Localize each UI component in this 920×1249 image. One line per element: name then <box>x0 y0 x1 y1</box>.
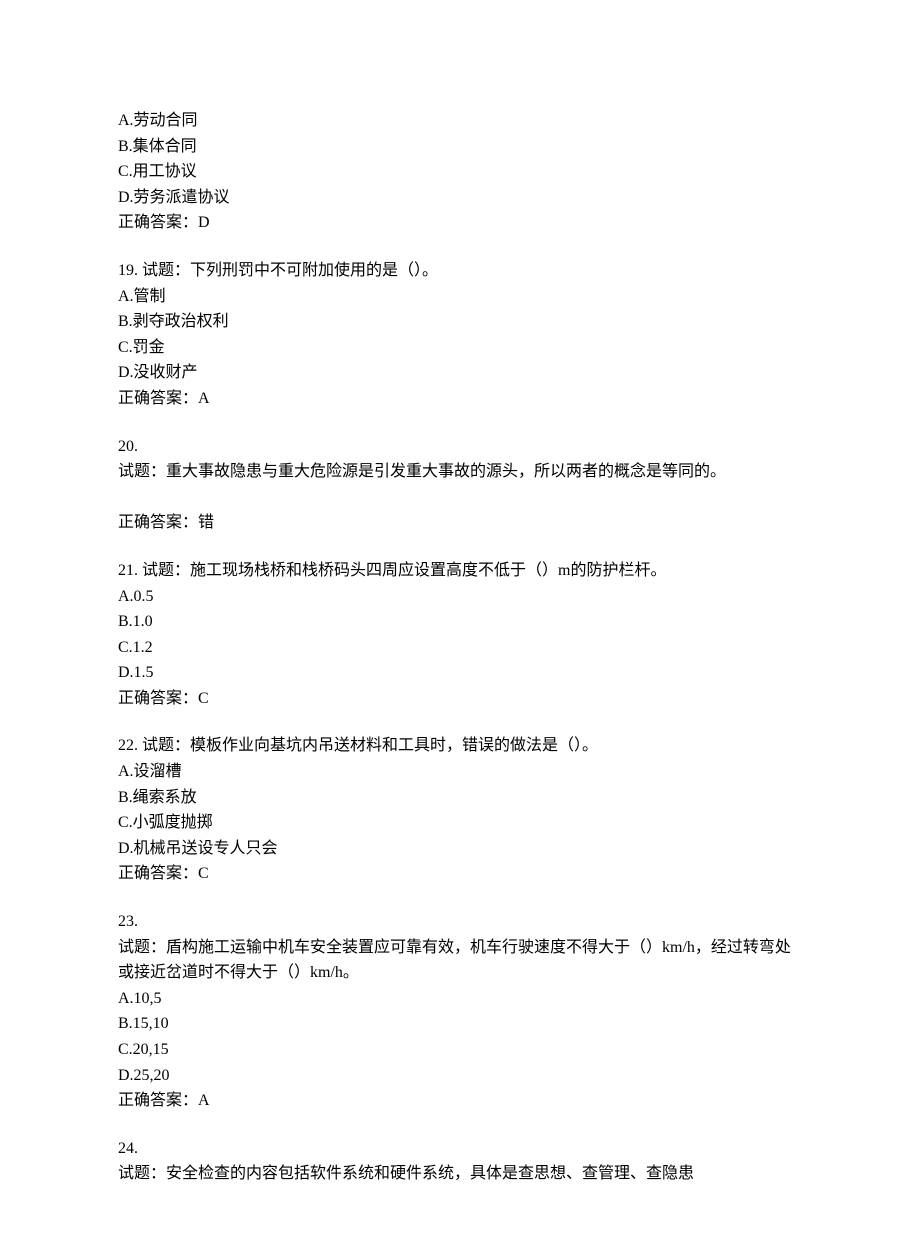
question-number: 24. <box>118 1136 802 1162</box>
option-text: A.10,5 <box>118 986 802 1012</box>
question-22: 22. 试题：模板作业向基坑内吊送材料和工具时，错误的做法是（）。 A.设溜槽 … <box>118 733 802 887</box>
option-text: A.劳动合同 <box>118 108 802 134</box>
question-23: 23. 试题：盾构施工运输中机车安全装置应可靠有效，机车行驶速度不得大于（）km… <box>118 909 802 1114</box>
answer-text: 正确答案：D <box>118 210 802 236</box>
option-text: C.用工协议 <box>118 159 802 185</box>
option-text: C.小弧度抛掷 <box>118 810 802 836</box>
answer-text: 正确答案：A <box>118 386 802 412</box>
option-text: C.1.2 <box>118 635 802 661</box>
question-title: 22. 试题：模板作业向基坑内吊送材料和工具时，错误的做法是（）。 <box>118 733 802 759</box>
option-text: D.1.5 <box>118 660 802 686</box>
question-number: 20. <box>118 434 802 460</box>
option-text: A.0.5 <box>118 584 802 610</box>
option-text: B.绳索系放 <box>118 785 802 811</box>
question-title: 试题：安全检查的内容包括软件系统和硬件系统，具体是查思想、查管理、查隐患 <box>118 1161 802 1187</box>
option-text: D.机械吊送设专人只会 <box>118 836 802 862</box>
question-18-partial: A.劳动合同 B.集体合同 C.用工协议 D.劳务派遣协议 正确答案：D <box>118 108 802 236</box>
question-24: 24. 试题：安全检查的内容包括软件系统和硬件系统，具体是查思想、查管理、查隐患 <box>118 1136 802 1187</box>
option-text: B.剥夺政治权利 <box>118 309 802 335</box>
answer-text: 正确答案：A <box>118 1088 802 1114</box>
option-text: D.25,20 <box>118 1063 802 1089</box>
option-text: B.集体合同 <box>118 134 802 160</box>
option-text: A.设溜槽 <box>118 759 802 785</box>
option-text: B.15,10 <box>118 1011 802 1037</box>
option-text: D.劳务派遣协议 <box>118 185 802 211</box>
question-title: 试题：盾构施工运输中机车安全装置应可靠有效，机车行驶速度不得大于（）km/h，经… <box>118 935 802 986</box>
option-text: B.1.0 <box>118 609 802 635</box>
question-20: 20. 试题：重大事故隐患与重大危险源是引发重大事故的源头，所以两者的概念是等同… <box>118 434 802 536</box>
option-text: A.管制 <box>118 284 802 310</box>
question-title: 21. 试题：施工现场栈桥和栈桥码头四周应设置高度不低于（）m的防护栏杆。 <box>118 558 802 584</box>
question-title: 试题：重大事故隐患与重大危险源是引发重大事故的源头，所以两者的概念是等同的。 <box>118 459 802 485</box>
question-title: 19. 试题：下列刑罚中不可附加使用的是（）。 <box>118 258 802 284</box>
option-text: D.没收财产 <box>118 360 802 386</box>
answer-text: 正确答案：C <box>118 686 802 712</box>
option-text: C.罚金 <box>118 335 802 361</box>
question-19: 19. 试题：下列刑罚中不可附加使用的是（）。 A.管制 B.剥夺政治权利 C.… <box>118 258 802 412</box>
option-text: C.20,15 <box>118 1037 802 1063</box>
question-number: 23. <box>118 909 802 935</box>
answer-text: 正确答案：错 <box>118 510 802 536</box>
answer-text: 正确答案：C <box>118 861 802 887</box>
question-21: 21. 试题：施工现场栈桥和栈桥码头四周应设置高度不低于（）m的防护栏杆。 A.… <box>118 558 802 712</box>
